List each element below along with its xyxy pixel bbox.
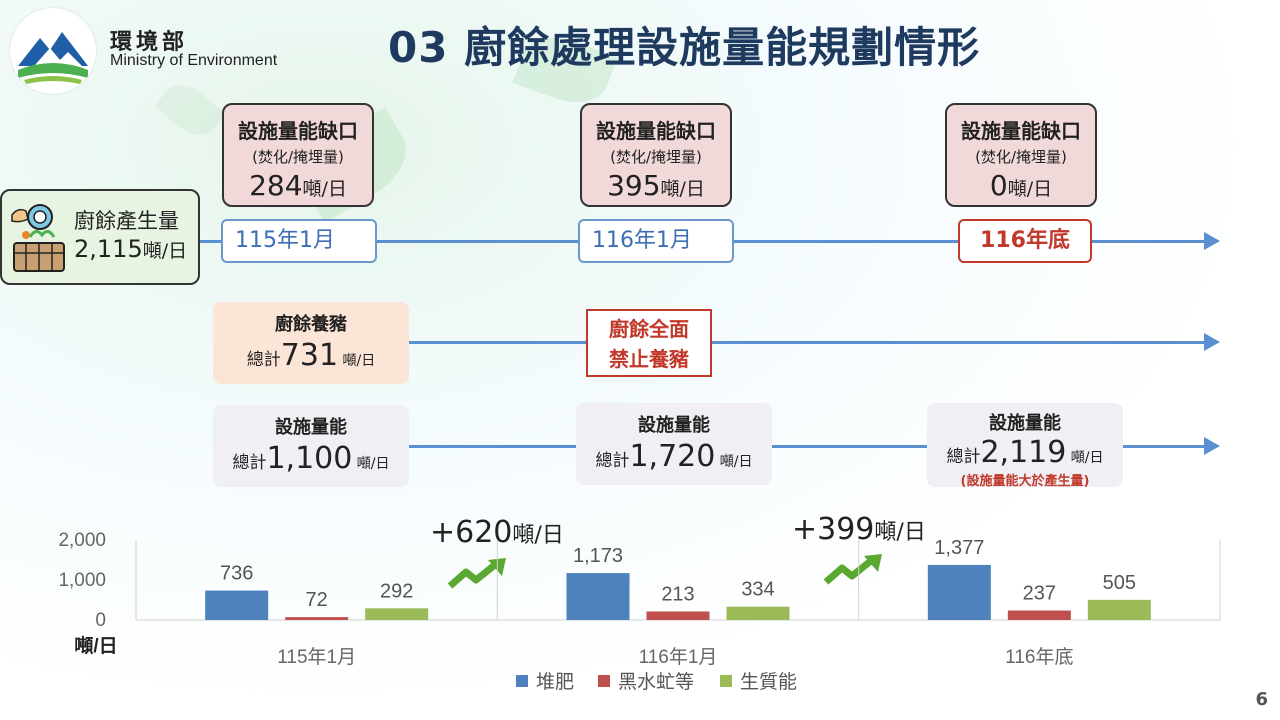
- increase-value: +399: [792, 512, 875, 547]
- y-tick-label: 2,000: [58, 530, 106, 551]
- food-waste-basket-icon: [11, 204, 65, 272]
- timeline-arrowhead: [1204, 333, 1220, 351]
- bar-value-label: 237: [1023, 583, 1056, 605]
- gap-title: 設施量能缺口: [596, 119, 716, 143]
- pig-value: 731: [280, 338, 339, 373]
- legend-swatch: [720, 675, 732, 687]
- x-tick-label: 115年1月: [277, 646, 356, 668]
- date-label: 116年1月: [578, 219, 734, 263]
- bar-value-label: 1,377: [934, 537, 984, 559]
- food-waste-generation-box: 廚餘產生量 2,115噸/日: [0, 189, 200, 285]
- x-tick-label: 116年1月: [639, 646, 718, 668]
- up-trend-arrow-icon: [824, 554, 882, 585]
- gap-title: 設施量能缺口: [961, 119, 1081, 143]
- y-tick-label: 1,000: [58, 570, 106, 591]
- capacity-unit: 噸/日: [352, 456, 390, 472]
- y-axis-unit-label: 噸/日: [74, 634, 117, 657]
- bar-value-label: 72: [306, 589, 328, 611]
- gap-value: 395: [607, 169, 661, 202]
- ministry-name-en: Ministry of Environment: [110, 52, 278, 69]
- ban-line1: 廚餘全面: [609, 317, 689, 341]
- gap-value: 0: [989, 169, 1008, 202]
- page-number: 6: [1255, 689, 1268, 710]
- gap-subtitle: (焚化/掩埋量): [975, 148, 1067, 166]
- pig-prefix: 總計: [246, 350, 281, 370]
- legend-swatch: [516, 675, 528, 687]
- ministry-name-cn: 環境部: [110, 29, 189, 55]
- increase-unit: 噸/日: [874, 520, 926, 545]
- gap-unit: 噸/日: [302, 178, 347, 200]
- gap-value: 284: [249, 169, 303, 202]
- increase-label: +620噸/日: [430, 515, 564, 550]
- bar-value-label: 736: [220, 563, 253, 585]
- timeline-arrowhead: [1204, 437, 1220, 455]
- capacity-prefix: 總計: [232, 453, 267, 473]
- bar: [566, 573, 630, 620]
- increase-value: +620: [430, 515, 513, 550]
- capacity-value: 1,100: [266, 441, 353, 476]
- capacity-title: 設施量能: [638, 415, 710, 436]
- capacity-title: 設施量能: [275, 417, 347, 438]
- capacity-title: 設施量能: [989, 413, 1061, 434]
- pig-unit: 噸/日: [338, 353, 376, 369]
- background-leaf: [154, 75, 226, 145]
- increase-label: +399噸/日: [792, 512, 926, 547]
- generation-unit: 噸/日: [142, 240, 188, 262]
- y-tick-label: 0: [95, 610, 106, 631]
- legend-swatch: [598, 675, 610, 687]
- bar-value-label: 213: [661, 583, 694, 605]
- bar: [1007, 610, 1071, 620]
- page-title: 03 廚餘處理設施量能規劃情形: [388, 23, 981, 72]
- capacity-bar-chart: 2,000 1,000 0 噸/日 736 72 292 115年1月 1,173 213 334 1…: [58, 530, 1221, 693]
- ban-line2: 禁止養豬: [609, 347, 689, 371]
- gap-subtitle: (焚化/掩埋量): [610, 148, 702, 166]
- bar-value-label: 292: [380, 580, 413, 602]
- ministry-logo-icon: [10, 8, 96, 94]
- bar: [285, 617, 349, 620]
- capacity-value: 2,119: [980, 435, 1067, 470]
- timeline-arrow: [409, 445, 1206, 448]
- legend-label: 堆肥: [536, 671, 574, 693]
- capacity-box: 設施量能 總計2,119 噸/日 (設施量能大於產生量): [927, 403, 1123, 489]
- bar: [365, 608, 429, 620]
- timeline-arrowhead: [1204, 232, 1220, 250]
- gap-unit: 噸/日: [660, 178, 705, 200]
- pig-feeding-ban-box: 廚餘全面 禁止養豬: [586, 309, 712, 377]
- timeline-arrow: [409, 341, 1206, 344]
- capacity-box: 設施量能 總計1,720 噸/日: [576, 403, 772, 485]
- generation-label: 廚餘產生量: [74, 209, 179, 233]
- bar: [205, 590, 269, 620]
- bar-value-label: 1,173: [573, 545, 623, 567]
- bar: [1087, 599, 1151, 620]
- date-label: 115年1月: [221, 219, 377, 263]
- capacity-prefix: 總計: [595, 451, 630, 471]
- capacity-box: 設施量能 總計1,100 噸/日: [213, 405, 409, 487]
- legend-label: 生質能: [740, 671, 797, 693]
- capacity-unit: 噸/日: [715, 454, 753, 470]
- bar: [726, 606, 790, 620]
- increase-unit: 噸/日: [512, 523, 564, 548]
- bar-value-label: 505: [1103, 572, 1136, 594]
- gap-subtitle: (焚化/掩埋量): [252, 148, 344, 166]
- capacity-gap-box: 設施量能缺口 (焚化/掩埋量) 284噸/日: [222, 103, 374, 207]
- capacity-note: (設施量能大於產生量): [960, 474, 1090, 489]
- capacity-prefix: 總計: [946, 447, 981, 467]
- capacity-unit: 噸/日: [1066, 450, 1104, 466]
- generation-value: 2,115: [74, 235, 143, 263]
- pig-title: 廚餘養豬: [275, 314, 347, 335]
- x-tick-label: 116年底: [1005, 646, 1073, 668]
- legend-label: 黑水虻等: [618, 671, 694, 693]
- bar-value-label: 334: [741, 579, 774, 601]
- bar: [927, 564, 991, 620]
- gap-unit: 噸/日: [1007, 178, 1053, 200]
- capacity-value: 1,720: [629, 439, 716, 474]
- capacity-gap-box: 設施量能缺口 (焚化/掩埋量) 395噸/日: [580, 103, 732, 207]
- gap-title: 設施量能缺口: [238, 119, 358, 143]
- capacity-gap-box: 設施量能缺口 (焚化/掩埋量) 0噸/日: [945, 103, 1097, 207]
- pig-feeding-box: 廚餘養豬 總計731 噸/日: [213, 302, 409, 384]
- date-label: 116年底: [958, 219, 1092, 263]
- bar: [646, 611, 710, 620]
